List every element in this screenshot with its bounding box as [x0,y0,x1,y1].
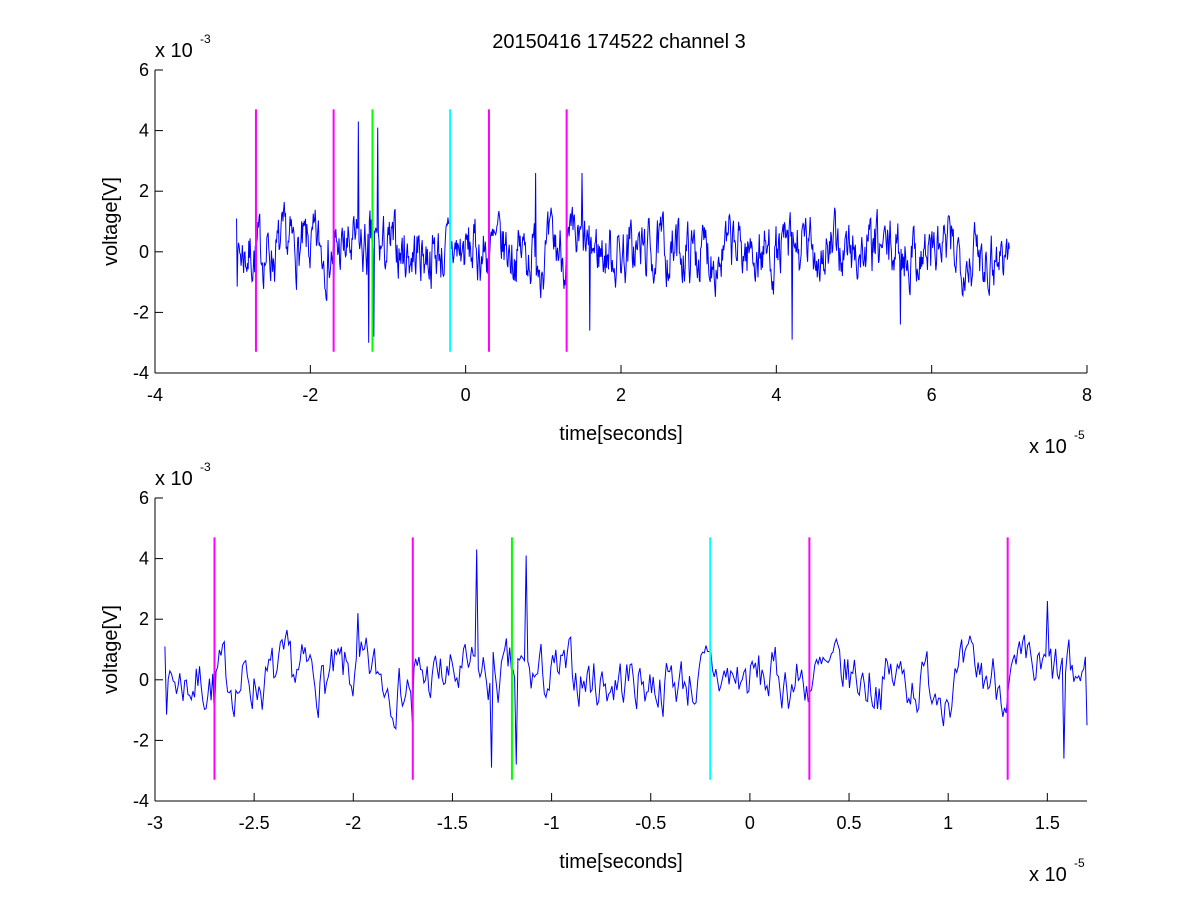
y-tick-label: 0 [139,242,149,262]
figure-title: 20150416 174522 channel 3 [492,31,746,53]
y-tick-label: -2 [133,730,149,750]
y-axis-label: voltage[V] [100,177,122,266]
y-tick-label: 6 [139,60,149,80]
x-tick-label: 0.5 [837,813,862,833]
x-tick-label: -2 [345,813,361,833]
y-tick-label: 2 [139,609,149,629]
y-multiplier: x 10 [155,468,193,490]
x-exponent: -5 [1074,428,1085,442]
x-tick-label: -1 [544,813,560,833]
x-axis-label: time[seconds] [559,851,682,873]
x-tick-label: -0.5 [635,813,666,833]
x-tick-label: -3 [147,813,163,833]
signal-trace [236,121,1010,343]
y-tick-label: -2 [133,302,149,322]
x-multiplier: x 10 [1029,436,1067,458]
y-tick-label: 6 [139,488,149,508]
y-axis-label: voltage[V] [100,605,122,694]
x-tick-label: 8 [1082,385,1092,405]
y-tick-label: 4 [139,121,149,141]
axes-bottom: -3 -2.5 -2 -1.5 -1 -0.5 0 0.5 1 1.5 -4 -2 0 2 4 6 time[s… [100,460,1088,886]
y-tick-label: 4 [139,549,149,569]
y-exponent: -3 [200,460,211,474]
y-tick-label: -4 [133,791,149,811]
x-tick-label: 4 [771,385,781,405]
y-multiplier: x 10 [155,40,193,62]
x-exponent: -5 [1074,856,1085,870]
y-exponent: -3 [200,32,211,46]
x-tick-label: 2 [616,385,626,405]
x-tick-label: -2 [302,385,318,405]
x-tick-label: 1 [943,813,953,833]
signal-trace [164,549,1088,768]
axes-top: -4 -2 0 2 4 6 8 -4 -2 0 2 4 6 time[seconds] voltage[V]… [100,32,1092,458]
y-tick-label: 0 [139,670,149,690]
y-tick-label: -4 [133,363,149,383]
x-tick-label: 6 [927,385,937,405]
x-tick-label: -1.5 [437,813,468,833]
x-tick-label: -4 [147,385,163,405]
x-tick-label: 1.5 [1035,813,1060,833]
x-multiplier: x 10 [1029,864,1067,886]
x-tick-label: -2.5 [239,813,270,833]
x-tick-label: 0 [461,385,471,405]
y-tick-label: 2 [139,181,149,201]
x-axis-label: time[seconds] [559,423,682,445]
x-tick-label: 0 [745,813,755,833]
